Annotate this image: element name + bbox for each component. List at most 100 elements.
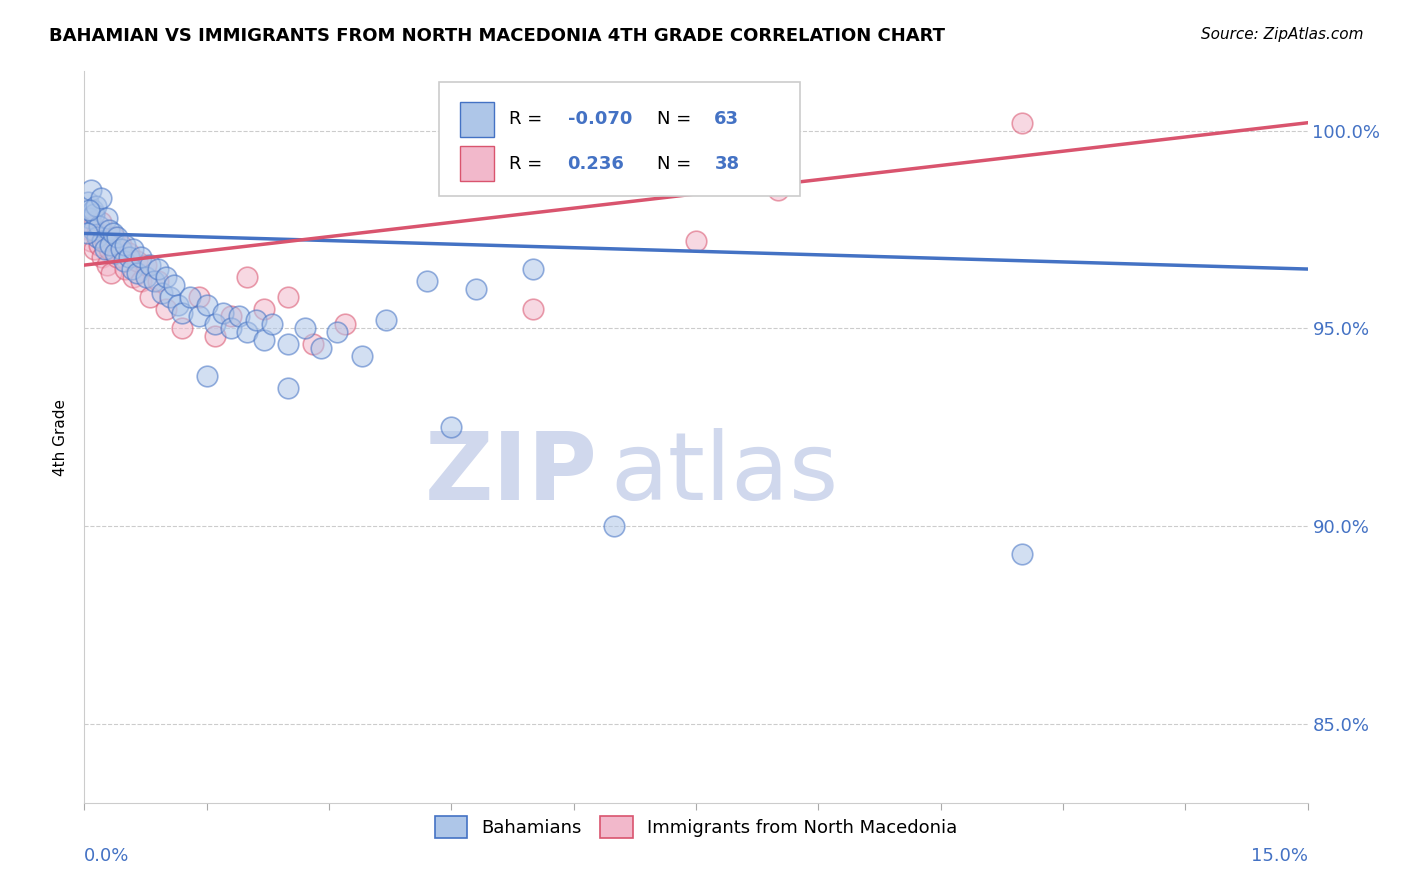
Point: [172, 305, 194, 319]
Point: [1011, 547, 1033, 561]
Point: [195, 368, 218, 383]
Point: [97, 242, 120, 256]
Point: [253, 301, 276, 316]
Point: [138, 258, 160, 272]
Point: [167, 298, 190, 312]
Point: [195, 298, 218, 312]
Point: [522, 301, 544, 316]
Point: [118, 246, 141, 260]
Point: [82, 222, 104, 236]
Point: [301, 337, 323, 351]
Point: [150, 285, 173, 300]
Point: [766, 183, 789, 197]
FancyBboxPatch shape: [460, 146, 494, 181]
Point: [212, 305, 235, 319]
FancyBboxPatch shape: [439, 82, 800, 195]
Point: [86, 230, 108, 244]
Point: [277, 290, 299, 304]
Point: [146, 274, 169, 288]
Point: [335, 318, 357, 332]
Point: [105, 250, 128, 264]
Point: [155, 269, 177, 284]
Point: [82, 219, 104, 233]
Point: [76, 227, 98, 241]
Point: [96, 211, 118, 225]
Point: [236, 269, 259, 284]
Text: 15.0%: 15.0%: [1250, 847, 1308, 864]
Point: [159, 290, 181, 304]
Point: [114, 238, 136, 252]
Text: 38: 38: [714, 155, 740, 173]
FancyBboxPatch shape: [460, 102, 494, 137]
Text: ZIP: ZIP: [425, 427, 598, 520]
Point: [84, 199, 107, 213]
Point: [93, 235, 115, 249]
Point: [172, 321, 194, 335]
Point: [86, 227, 108, 241]
Point: [127, 266, 149, 280]
Point: [112, 254, 135, 268]
Text: R =: R =: [509, 155, 548, 173]
Point: [155, 301, 177, 316]
Point: [309, 341, 332, 355]
Point: [204, 318, 226, 332]
Point: [522, 262, 544, 277]
Text: 63: 63: [714, 110, 740, 128]
Point: [294, 321, 316, 335]
Point: [77, 211, 100, 225]
Point: [135, 269, 157, 284]
Point: [122, 242, 145, 256]
Point: [110, 242, 132, 256]
Point: [82, 202, 104, 217]
Point: [79, 222, 101, 236]
Point: [121, 262, 143, 277]
Point: [326, 326, 349, 340]
Point: [80, 235, 103, 249]
Text: 0.236: 0.236: [568, 155, 624, 173]
Point: [253, 333, 276, 347]
Point: [219, 310, 242, 324]
Text: -0.070: -0.070: [568, 110, 631, 128]
Point: [118, 250, 141, 264]
Text: R =: R =: [509, 110, 548, 128]
Point: [104, 246, 127, 260]
Text: BAHAMIAN VS IMMIGRANTS FROM NORTH MACEDONIA 4TH GRADE CORRELATION CHART: BAHAMIAN VS IMMIGRANTS FROM NORTH MACEDO…: [49, 27, 945, 45]
Point: [603, 519, 626, 533]
Text: Source: ZipAtlas.com: Source: ZipAtlas.com: [1201, 27, 1364, 42]
Point: [204, 329, 226, 343]
Point: [93, 242, 115, 256]
Point: [101, 227, 124, 241]
Point: [187, 310, 209, 324]
Point: [228, 310, 250, 324]
Point: [127, 254, 149, 268]
Point: [277, 381, 299, 395]
Point: [100, 238, 122, 252]
Point: [187, 290, 209, 304]
Point: [100, 266, 122, 280]
Point: [77, 194, 100, 209]
Point: [350, 349, 373, 363]
Point: [87, 238, 110, 252]
Text: N =: N =: [657, 110, 697, 128]
Point: [685, 235, 707, 249]
Point: [131, 274, 153, 288]
Point: [105, 230, 128, 244]
Point: [110, 238, 132, 252]
Point: [163, 277, 186, 292]
Point: [416, 274, 439, 288]
Point: [236, 326, 259, 340]
Point: [142, 274, 165, 288]
Point: [138, 290, 160, 304]
Point: [131, 250, 153, 264]
Point: [87, 219, 110, 233]
Point: [179, 290, 201, 304]
Text: atlas: atlas: [610, 427, 838, 520]
Point: [91, 235, 114, 249]
Point: [91, 250, 114, 264]
Point: [1011, 116, 1033, 130]
Point: [219, 321, 242, 335]
Text: N =: N =: [657, 155, 697, 173]
Point: [80, 183, 103, 197]
Point: [464, 282, 486, 296]
Point: [114, 262, 136, 277]
